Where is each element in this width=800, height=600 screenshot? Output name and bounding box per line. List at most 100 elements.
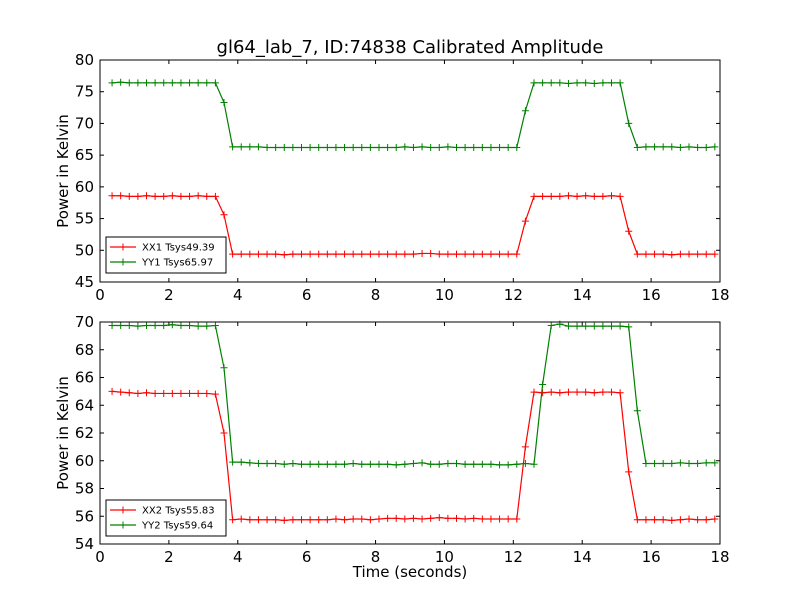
- data-point: [409, 250, 417, 258]
- data-point: [220, 211, 228, 219]
- data-point: [711, 143, 719, 151]
- x-tick-label: 0: [95, 548, 105, 566]
- data-point: [444, 143, 452, 151]
- data-point: [573, 79, 581, 87]
- data-point: [151, 321, 159, 329]
- data-point: [186, 321, 194, 329]
- data-point: [194, 192, 202, 200]
- data-point: [487, 144, 495, 152]
- data-point: [220, 429, 228, 437]
- data-point: [306, 516, 314, 524]
- data-point: [168, 192, 176, 200]
- data-point: [616, 322, 624, 330]
- data-point: [211, 79, 219, 87]
- data-point: [418, 143, 426, 151]
- data-point: [694, 460, 702, 468]
- data-point: [625, 119, 633, 127]
- data-point: [401, 515, 409, 523]
- x-tick-label: 10: [435, 286, 454, 304]
- data-point: [487, 460, 495, 468]
- data-point: [496, 144, 504, 152]
- data-point: [117, 388, 125, 396]
- data-point: [332, 515, 340, 523]
- x-tick-label: 4: [233, 548, 243, 566]
- data-point: [444, 250, 452, 258]
- data-point: [504, 461, 512, 469]
- legend-label: YY1 Tsys65.97: [141, 258, 213, 269]
- data-point: [177, 389, 185, 397]
- data-point: [556, 79, 564, 87]
- y-tick-label: 56: [75, 507, 94, 525]
- data-point: [409, 514, 417, 522]
- data-point: [694, 144, 702, 152]
- data-point: [254, 143, 262, 151]
- data-point: [642, 516, 650, 524]
- x-tick-label: 18: [710, 548, 729, 566]
- x-tick-label: 14: [573, 286, 592, 304]
- data-point: [435, 514, 443, 522]
- data-point: [341, 516, 349, 524]
- data-point: [590, 322, 598, 330]
- data-point: [280, 460, 288, 468]
- data-point: [315, 144, 323, 152]
- data-point: [151, 79, 159, 87]
- data-point: [298, 250, 305, 258]
- y-tick-label: 68: [75, 341, 94, 359]
- data-point: [478, 250, 486, 258]
- data-point: [633, 516, 641, 524]
- data-point: [125, 321, 133, 329]
- data-point: [513, 250, 521, 258]
- data-point: [478, 460, 486, 468]
- legend-box: [105, 499, 227, 537]
- data-point: [203, 192, 211, 200]
- x-tick-label: 8: [371, 548, 381, 566]
- data-point: [676, 516, 684, 524]
- legend-label: YY2 Tsys59.64: [141, 521, 213, 532]
- data-point: [315, 516, 323, 524]
- data-point: [694, 516, 702, 524]
- data-point: [590, 79, 598, 87]
- data-point: [151, 389, 159, 397]
- legend-marker: [119, 243, 127, 251]
- y-tick-label: 55: [75, 210, 94, 228]
- data-point: [590, 192, 598, 200]
- x-tick-label: 14: [573, 548, 592, 566]
- data-point: [633, 144, 641, 152]
- y-tick-label: 80: [75, 51, 94, 69]
- data-point: [332, 250, 340, 258]
- data-point: [539, 389, 547, 397]
- data-point: [427, 249, 435, 257]
- data-point: [117, 78, 125, 86]
- data-point: [143, 389, 150, 397]
- data-point: [177, 79, 185, 87]
- data-point: [384, 514, 392, 522]
- data-point: [323, 250, 331, 258]
- data-point: [702, 459, 710, 467]
- data-point: [547, 79, 555, 87]
- x-tick-label: 2: [164, 286, 174, 304]
- data-point: [229, 458, 237, 466]
- data-point: [453, 514, 460, 522]
- data-point: [272, 250, 280, 258]
- data-point: [306, 250, 314, 258]
- data-point: [298, 144, 305, 152]
- data-point: [349, 515, 357, 523]
- data-point: [659, 516, 667, 524]
- data-point: [306, 144, 314, 152]
- data-point: [366, 460, 374, 468]
- legend-label: XX2 Tsys55.83: [142, 506, 215, 517]
- data-point: [315, 460, 323, 468]
- data-point: [332, 144, 340, 152]
- x-tick-label: 16: [642, 286, 661, 304]
- data-point: [573, 322, 581, 330]
- data-point: [711, 459, 719, 467]
- data-point: [254, 460, 262, 468]
- data-point: [461, 144, 469, 152]
- x-axis-label: Time (seconds): [352, 563, 468, 581]
- legend: XX1 Tsys49.39 YY1 Tsys65.97: [105, 236, 227, 274]
- data-point: [143, 321, 150, 329]
- data-point: [220, 98, 228, 106]
- data-point: [134, 389, 142, 397]
- y-tick-label: 54: [75, 535, 94, 553]
